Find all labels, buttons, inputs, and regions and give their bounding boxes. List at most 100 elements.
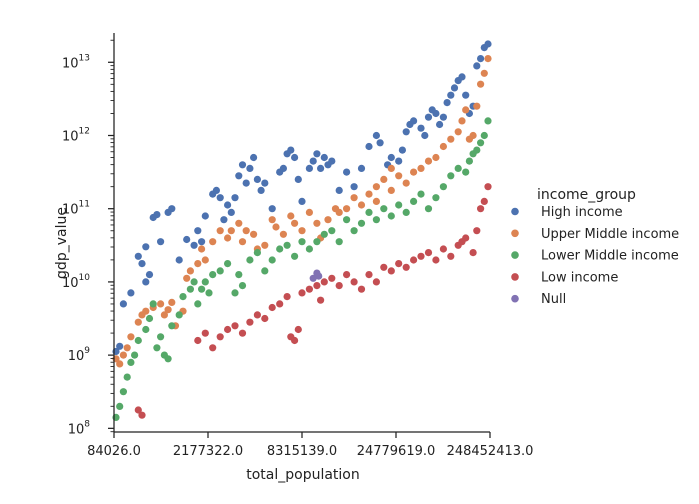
data-point	[335, 238, 343, 246]
data-point	[484, 117, 492, 125]
data-point	[462, 106, 470, 114]
data-point	[480, 131, 488, 140]
data-point	[335, 208, 343, 216]
data-point	[168, 322, 176, 330]
data-point	[127, 358, 135, 366]
data-point	[324, 216, 332, 224]
x-tick-label: 24779619.0	[357, 444, 436, 459]
data-point	[287, 146, 295, 154]
data-point	[116, 402, 124, 410]
data-point	[305, 164, 313, 172]
legend-item-label: Upper Middle income	[541, 227, 679, 242]
data-point	[149, 300, 157, 308]
data-point	[157, 238, 165, 246]
data-point	[186, 267, 194, 275]
data-point	[395, 260, 403, 268]
data-point	[357, 201, 366, 209]
data-point	[194, 227, 202, 235]
data-point	[261, 314, 269, 323]
data-point	[116, 360, 124, 368]
data-point	[480, 69, 488, 77]
legend-item-label: Low income	[541, 270, 618, 285]
data-point	[224, 201, 232, 209]
legend-marker	[511, 251, 519, 259]
data-point	[454, 164, 462, 172]
y-tick-label: 108	[68, 419, 91, 437]
data-point	[287, 212, 295, 220]
data-point	[198, 285, 206, 293]
x-tick-label: 2177322.0	[173, 444, 243, 459]
data-point	[250, 230, 258, 238]
data-point	[216, 194, 224, 202]
data-point	[261, 267, 269, 275]
data-point	[157, 300, 165, 308]
data-point	[343, 271, 351, 279]
y-tick-label: 1013	[62, 53, 90, 71]
data-point	[235, 219, 243, 227]
data-point	[473, 227, 481, 235]
axes-layer: 84026.0 2177322.0 8315139.0 24779619.0 24845…	[62, 33, 533, 459]
data-point	[175, 311, 183, 319]
data-point	[246, 256, 254, 264]
data-point	[179, 293, 187, 301]
data-point	[432, 194, 440, 202]
series-0	[112, 40, 492, 356]
y-tick-label: 1011	[62, 200, 90, 218]
data-point	[298, 197, 306, 205]
data-point	[417, 190, 425, 198]
data-point	[305, 245, 313, 253]
data-point	[261, 179, 269, 187]
data-point	[127, 333, 135, 341]
data-point	[294, 325, 302, 334]
data-point	[242, 179, 250, 187]
data-point	[142, 243, 150, 251]
data-point	[350, 278, 358, 286]
data-point	[443, 99, 451, 107]
data-point	[365, 271, 373, 279]
data-point	[220, 216, 228, 224]
series-4	[309, 269, 323, 282]
data-point	[201, 256, 209, 264]
data-point	[313, 238, 321, 246]
data-point	[268, 216, 276, 224]
data-point	[477, 80, 485, 88]
data-point	[328, 157, 336, 165]
data-point	[454, 128, 462, 136]
data-point	[253, 249, 261, 257]
data-point	[227, 208, 235, 216]
data-point	[387, 164, 395, 172]
data-point	[131, 351, 139, 359]
data-point	[194, 336, 202, 345]
data-point	[231, 289, 239, 297]
data-point	[447, 252, 455, 260]
data-point	[224, 325, 232, 334]
data-point	[261, 241, 269, 249]
data-point	[380, 175, 388, 183]
data-point	[138, 411, 146, 419]
data-point	[305, 285, 313, 293]
data-point	[291, 153, 299, 162]
data-point	[298, 289, 306, 297]
data-point	[410, 197, 418, 205]
data-point	[238, 161, 247, 169]
data-point	[209, 344, 217, 352]
x-tick-label: 84026.0	[87, 444, 141, 459]
data-point	[283, 241, 291, 249]
data-point	[238, 282, 247, 290]
data-point	[315, 272, 323, 280]
y-axis-label: gdp_value	[54, 207, 70, 279]
legend: income_group High income Upper Middle inc…	[511, 187, 679, 307]
data-point	[216, 227, 224, 235]
data-point	[376, 139, 384, 147]
data-point	[357, 219, 366, 227]
data-point	[328, 227, 336, 235]
points-layer	[112, 40, 492, 421]
data-point	[276, 300, 284, 308]
data-point	[477, 205, 485, 213]
data-point	[194, 260, 202, 268]
data-point	[134, 406, 142, 414]
data-point	[250, 153, 258, 162]
legend-item-label: High income	[541, 205, 623, 220]
data-point	[372, 183, 380, 191]
